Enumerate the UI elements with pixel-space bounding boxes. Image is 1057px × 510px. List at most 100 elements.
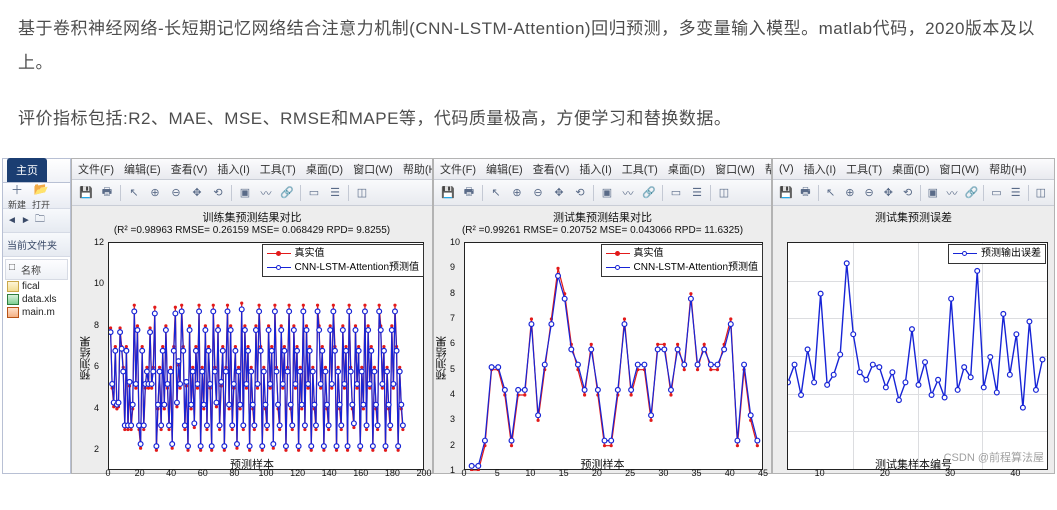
watermark: CSDN @前程算法屋 (944, 449, 1044, 465)
axes-icon[interactable]: ◫ (354, 185, 370, 201)
brush-icon[interactable]: 〰 (945, 185, 959, 201)
zoom-in-icon[interactable]: ⊕ (843, 185, 857, 201)
home-tab[interactable]: 主页 (7, 158, 47, 182)
ytick: 10 (450, 237, 460, 247)
xlabel: 预测样本 (72, 456, 432, 472)
print-icon[interactable]: 🖶 (461, 185, 477, 201)
pointer-icon[interactable]: ↖ (126, 185, 142, 201)
menu-item[interactable]: 文件(F) (440, 161, 476, 177)
current-folder-label: 当前文件夹 (3, 233, 70, 257)
nav-back-icon[interactable]: ◄ (7, 215, 17, 226)
colorbar-icon[interactable]: ▭ (306, 185, 322, 201)
rotate-icon[interactable]: ⟲ (900, 185, 914, 201)
axes-icon[interactable]: ◫ (716, 185, 732, 201)
plot-area: 测试集预测误差10203040测试集样本编号预测输出误差CSDN @前程算法屋 (773, 206, 1054, 473)
menu-item[interactable]: 编辑(E) (486, 161, 523, 177)
menu-item[interactable]: 帮助(H) (403, 161, 432, 177)
zoom-in-icon[interactable]: ⊕ (147, 185, 163, 201)
file-icon (7, 307, 19, 318)
figure-3: (V) 插入(I) 工具(T) 桌面(D) 窗口(W) 帮助(H) 💾 🖶 ↖ ⊕ ⊖ ✥ ⟲ ▣ 〰 🔗 ▭ ☰… (772, 158, 1055, 474)
menu-item[interactable]: 查看(V) (171, 161, 208, 177)
link-icon[interactable]: 🔗 (279, 185, 295, 201)
zoom-out-icon[interactable]: ⊖ (168, 185, 184, 201)
menu-item[interactable]: 帮助(H) (765, 161, 771, 177)
file-row[interactable]: data.xls (5, 293, 68, 306)
legend-icon[interactable]: ☰ (327, 185, 343, 201)
pan-icon[interactable]: ✥ (551, 185, 567, 201)
datatip-icon[interactable]: ▣ (926, 185, 940, 201)
menu-item[interactable]: 桌面(D) (668, 161, 705, 177)
plot-svg (788, 243, 1049, 471)
rotate-icon[interactable]: ⟲ (572, 185, 588, 201)
menu-item[interactable]: 插入(I) (804, 161, 836, 177)
brush-icon[interactable]: 〰 (620, 185, 636, 201)
file-row[interactable]: main.m (5, 306, 68, 319)
open-button[interactable]: 📂 打开 (32, 180, 50, 211)
menu-item[interactable]: 桌面(D) (892, 161, 929, 177)
file-icon (7, 294, 19, 305)
menu-item[interactable]: 帮助(H) (989, 161, 1026, 177)
menu-item[interactable]: (V) (779, 163, 794, 175)
zoom-in-icon[interactable]: ⊕ (509, 185, 525, 201)
datatip-icon[interactable]: ▣ (237, 185, 253, 201)
pointer-icon[interactable]: ↖ (488, 185, 504, 201)
menu-item[interactable]: 工具(T) (846, 161, 882, 177)
save-icon[interactable]: 💾 (78, 185, 94, 201)
pan-icon[interactable]: ✥ (881, 185, 895, 201)
figure-2: 文件(F) 编辑(E) 查看(V) 插入(I) 工具(T) 桌面(D) 窗口(W) 帮助(H)… (433, 158, 772, 474)
new-button[interactable]: ＋ 新建 (8, 180, 26, 211)
pointer-icon[interactable]: ↖ (823, 185, 837, 201)
menu-item[interactable]: 工具(T) (622, 161, 658, 177)
menu-item[interactable]: 桌面(D) (306, 161, 343, 177)
zoom-out-icon[interactable]: ⊖ (862, 185, 876, 201)
legend-icon[interactable]: ☰ (689, 185, 705, 201)
toolbar: 💾 🖶 ↖ ⊕ ⊖ ✥ ⟲ ▣ 〰 🔗 ▭ ☰ ◫ (434, 180, 771, 206)
menu-item[interactable]: 插入(I) (217, 161, 249, 177)
save-icon[interactable]: 💾 (440, 185, 456, 201)
file-row[interactable]: fical (5, 280, 68, 293)
ytick: 6 (450, 338, 455, 348)
axes-title: 测试集预测结果对比 (434, 209, 771, 225)
rotate-icon[interactable]: ⟲ (210, 185, 226, 201)
ytick: 5 (450, 364, 455, 374)
ytick: 3 (450, 414, 455, 424)
menu-item[interactable]: 查看(V) (533, 161, 570, 177)
print-icon[interactable]: 🖶 (798, 185, 812, 201)
menu-item[interactable]: 工具(T) (260, 161, 296, 177)
toolbar: 💾 🖶 ↖ ⊕ ⊖ ✥ ⟲ ▣ 〰 🔗 ▭ ☰ ◫ (773, 180, 1054, 206)
print-icon[interactable]: 🖶 (99, 185, 115, 201)
link-icon[interactable]: 🔗 (964, 185, 978, 201)
menu-item[interactable]: 窗口(W) (353, 161, 393, 177)
ylabel: 预测结果 (434, 336, 450, 380)
menu-item[interactable]: 编辑(E) (124, 161, 161, 177)
axes-icon[interactable]: ◫ (1034, 185, 1048, 201)
legend: 真实值CNN-LSTM-Attention预测值 (601, 244, 763, 277)
paragraph-2: 评价指标包括:R2、MAE、MSE、RMSE和MAPE等，代码质量极高，方便学习… (18, 102, 1039, 136)
colorbar-icon[interactable]: ▭ (668, 185, 684, 201)
figure-1: 文件(F) 编辑(E) 查看(V) 插入(I) 工具(T) 桌面(D) 窗口(W) 帮助(H)… (71, 158, 433, 474)
metrics-text: (R² =0.98963 RMSE= 0.26159 MSE= 0.068429… (72, 225, 432, 236)
colorbar-icon[interactable]: ▭ (989, 185, 1003, 201)
menu-item[interactable]: 窗口(W) (939, 161, 979, 177)
legend-icon[interactable]: ☰ (1009, 185, 1023, 201)
brush-icon[interactable]: 〰 (258, 185, 274, 201)
ytick: 9 (450, 262, 455, 272)
folder-open-icon: 📂 (32, 180, 50, 198)
ytick: 2 (450, 440, 455, 450)
pan-icon[interactable]: ✥ (189, 185, 205, 201)
datatip-icon[interactable]: ▣ (599, 185, 615, 201)
menubar: 文件(F) 编辑(E) 查看(V) 插入(I) 工具(T) 桌面(D) 窗口(W) 帮助(H) (434, 159, 771, 180)
menu-item[interactable]: 窗口(W) (715, 161, 755, 177)
zoom-out-icon[interactable]: ⊖ (530, 185, 546, 201)
ytick: 4 (94, 403, 99, 413)
ytick: 2 (94, 444, 99, 454)
folder-icon: 🗀 (35, 212, 45, 229)
ytick: 6 (94, 361, 99, 371)
nav-fwd-icon[interactable]: ► (21, 215, 31, 226)
save-icon[interactable]: 💾 (779, 185, 793, 201)
axes (787, 242, 1048, 470)
link-icon[interactable]: 🔗 (641, 185, 657, 201)
menu-item[interactable]: 插入(I) (579, 161, 611, 177)
axes-title: 测试集预测误差 (773, 209, 1054, 225)
menu-item[interactable]: 文件(F) (78, 161, 114, 177)
